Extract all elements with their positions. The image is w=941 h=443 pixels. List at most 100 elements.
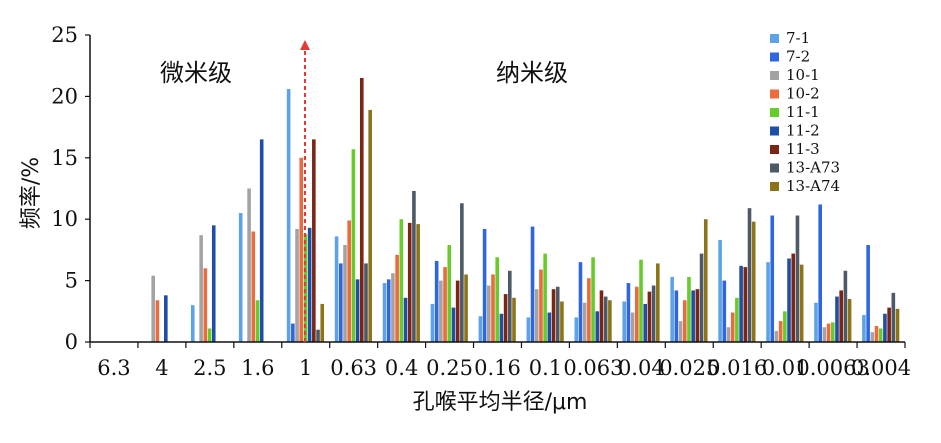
y-tick-label: 20 xyxy=(51,84,78,108)
bar-13-A74-0.04 xyxy=(656,263,660,342)
bar-7-1-2.5 xyxy=(190,305,195,342)
x-tick-label: 0.63 xyxy=(330,356,377,380)
legend-swatch-11-1 xyxy=(770,108,779,117)
bar-7-2-0.0063 xyxy=(818,204,822,342)
y-tick-label: 0 xyxy=(65,330,78,354)
bar-11-1-0.025 xyxy=(687,276,691,342)
bar-10-1-0.25 xyxy=(439,280,443,342)
bar-11-3-0.16 xyxy=(503,294,508,342)
x-tick-label: 0.025 xyxy=(659,356,719,380)
bar-11-3-1 xyxy=(312,139,316,342)
bar-13-A74-0.004 xyxy=(895,308,900,342)
bar-11-1-0.04 xyxy=(639,259,643,342)
bar-13-A73-0.1 xyxy=(555,286,560,342)
bar-7-1-0.004 xyxy=(862,314,866,342)
bar-11-1-0.1 xyxy=(543,253,547,342)
bar-10-1-0.025 xyxy=(678,321,683,342)
bar-group xyxy=(151,77,900,342)
bar-10-2-4 xyxy=(155,300,160,342)
bar-7-2-1 xyxy=(291,323,295,342)
bar-10-1-2.5 xyxy=(199,235,203,342)
bar-10-1-0.1 xyxy=(534,289,539,342)
bar-13-A73-0.025 xyxy=(699,253,704,342)
bar-13-A73-0.63 xyxy=(364,263,368,342)
x-tick-label: 2.5 xyxy=(193,356,226,380)
bar-11-2-0.25 xyxy=(451,307,456,342)
legend-swatch-10-2 xyxy=(770,89,779,99)
bar-13-A73-0.4 xyxy=(412,190,416,342)
bar-11-3-0.25 xyxy=(455,280,460,342)
bar-7-1-0.04 xyxy=(622,301,627,342)
y-tick-label: 10 xyxy=(51,207,78,231)
x-tick-label: 0.25 xyxy=(426,356,473,380)
x-tick-label: 0.004 xyxy=(851,356,911,380)
bar-10-2-0.4 xyxy=(395,254,399,342)
bar-11-2-0.016 xyxy=(739,265,743,342)
bar-7-1-1.6 xyxy=(238,213,243,342)
bar-10-1-4 xyxy=(151,275,156,342)
x-tick-label: 0.16 xyxy=(474,356,521,380)
bar-7-1-0.01 xyxy=(766,262,770,342)
bar-13-A74-0.0063 xyxy=(847,299,852,342)
bar-7-1-0.0063 xyxy=(814,302,818,342)
bar-11-1-0.063 xyxy=(591,257,595,342)
bar-7-1-0.16 xyxy=(478,316,483,342)
bar-11-1-2.5 xyxy=(207,328,212,342)
legend-label-10-2: 10-2 xyxy=(786,85,820,103)
bar-7-1-0.63 xyxy=(334,236,339,342)
x-tick-label: 0.4 xyxy=(385,356,418,380)
bar-11-2-0.1 xyxy=(547,312,552,342)
bar-13-A74-0.1 xyxy=(560,301,564,342)
bar-7-1-1 xyxy=(286,89,291,342)
bar-10-2-1 xyxy=(299,157,304,342)
bar-11-1-1 xyxy=(303,233,308,342)
legend-swatch-13-A74 xyxy=(770,182,779,191)
legend-swatch-13-A73 xyxy=(770,163,779,173)
bar-13-A73-0.0063 xyxy=(843,270,848,342)
bar-13-A74-0.063 xyxy=(608,300,612,342)
legend-label-10-1: 10-1 xyxy=(786,66,820,84)
bar-10-2-0.04 xyxy=(635,286,639,342)
bar-10-2-2.5 xyxy=(203,268,208,342)
bar-10-1-0.04 xyxy=(630,312,635,342)
bar-13-A74-0.63 xyxy=(368,109,372,342)
legend-label-13-A73: 13-A73 xyxy=(786,159,840,177)
bar-11-2-0.063 xyxy=(595,311,600,342)
x-tick-label: 1.6 xyxy=(241,356,274,380)
legend-swatch-11-2 xyxy=(770,126,779,136)
bar-10-2-0.25 xyxy=(443,267,447,342)
bar-10-1-0.01 xyxy=(774,330,779,342)
x-tick-label: 0.016 xyxy=(707,356,767,380)
bar-11-2-2.5 xyxy=(211,225,216,342)
bar-11-1-0.01 xyxy=(783,311,787,342)
x-tick-label: 0.063 xyxy=(563,356,623,380)
bar-11-2-0.025 xyxy=(691,290,695,342)
bar-11-1-0.25 xyxy=(447,244,452,342)
legend-swatch-7-1 xyxy=(770,34,779,43)
bar-7-2-0.16 xyxy=(482,229,487,342)
x-tick-label: 4 xyxy=(155,356,168,380)
bar-13-A73-0.063 xyxy=(603,296,608,342)
bar-13-A73-0.25 xyxy=(460,203,464,342)
bar-13-A73-0.01 xyxy=(795,215,800,342)
bar-11-3-0.025 xyxy=(695,289,700,342)
bar-7-2-0.4 xyxy=(386,279,391,342)
bar-10-2-0.004 xyxy=(874,326,879,342)
bar-11-1-1.6 xyxy=(255,300,260,342)
y-tick-label: 15 xyxy=(51,146,78,170)
bar-7-2-0.063 xyxy=(578,262,583,342)
bar-10-2-1.6 xyxy=(251,231,256,342)
bar-7-2-0.025 xyxy=(674,290,679,342)
bar-10-2-0.63 xyxy=(347,220,351,342)
bar-7-2-0.01 xyxy=(770,215,775,342)
bar-11-3-0.1 xyxy=(551,289,556,342)
x-tick-labels: 6.3 4 2.5 1.6 1 0.63 0.4 0.25 0.16 0.1 0.0630.040.… xyxy=(97,356,911,380)
x-tick-label: 0.04 xyxy=(618,356,665,380)
x-tick-label: 1 xyxy=(299,356,312,380)
bar-13-A73-1 xyxy=(316,329,320,342)
bar-7-1-0.1 xyxy=(526,317,531,342)
bar-13-A73-0.16 xyxy=(508,270,512,342)
bar-7-1-0.4 xyxy=(382,283,387,342)
bar-11-2-4 xyxy=(164,295,168,342)
bar-10-2-0.16 xyxy=(491,274,495,342)
